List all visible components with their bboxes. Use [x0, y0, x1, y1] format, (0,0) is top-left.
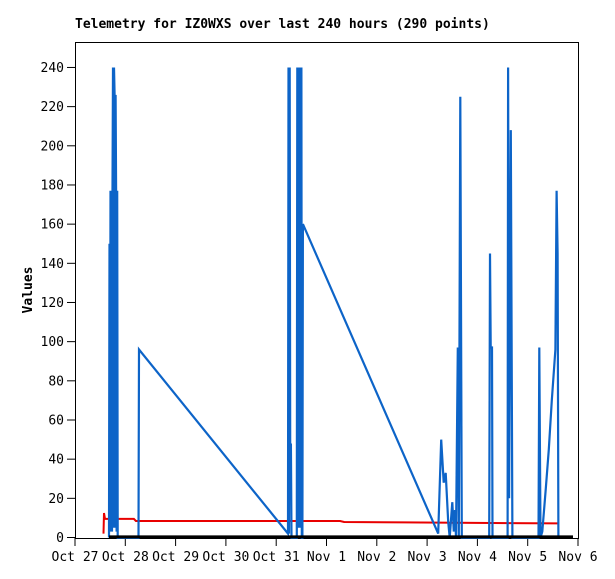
y-tick-label: 180	[41, 178, 64, 193]
plot-frame	[75, 42, 579, 539]
x-tick-label: Nov 6	[558, 550, 597, 565]
x-tick-label: Oct 29	[152, 550, 199, 565]
x-tick-label: Oct 30	[202, 550, 249, 565]
series-line-blue-channel	[107, 67, 560, 539]
series-line-red-channel	[102, 512, 558, 534]
y-tick-label: 60	[48, 413, 64, 428]
y-tick-label: 200	[41, 139, 64, 154]
y-tick-label: 220	[41, 100, 64, 115]
x-tick-label: Nov 2	[357, 550, 396, 565]
y-tick-label: 40	[48, 453, 64, 468]
y-tick-label: 0	[56, 531, 64, 546]
y-tick-label: 20	[48, 492, 64, 507]
y-tick-label: 140	[41, 257, 64, 272]
y-tick-label: 120	[41, 296, 64, 311]
x-tick-label: Oct 31	[253, 550, 300, 565]
y-tick-label: 100	[41, 335, 64, 350]
y-tick-label: 160	[41, 218, 64, 233]
series-lines	[102, 67, 573, 539]
x-tick-label: Nov 5	[508, 550, 547, 565]
y-tick-label: 240	[41, 61, 64, 76]
y-axis-title: Values	[21, 267, 36, 314]
x-tick-label: Nov 3	[408, 550, 447, 565]
chart-title: Telemetry for IZ0WXS over last 240 hours…	[75, 17, 490, 32]
x-tick-label: Oct 27	[52, 550, 99, 565]
x-tick-label: Nov 4	[458, 550, 497, 565]
x-tick-label: Oct 28	[102, 550, 149, 565]
y-tick-label: 80	[48, 374, 64, 389]
x-tick-label: Nov 1	[307, 550, 346, 565]
